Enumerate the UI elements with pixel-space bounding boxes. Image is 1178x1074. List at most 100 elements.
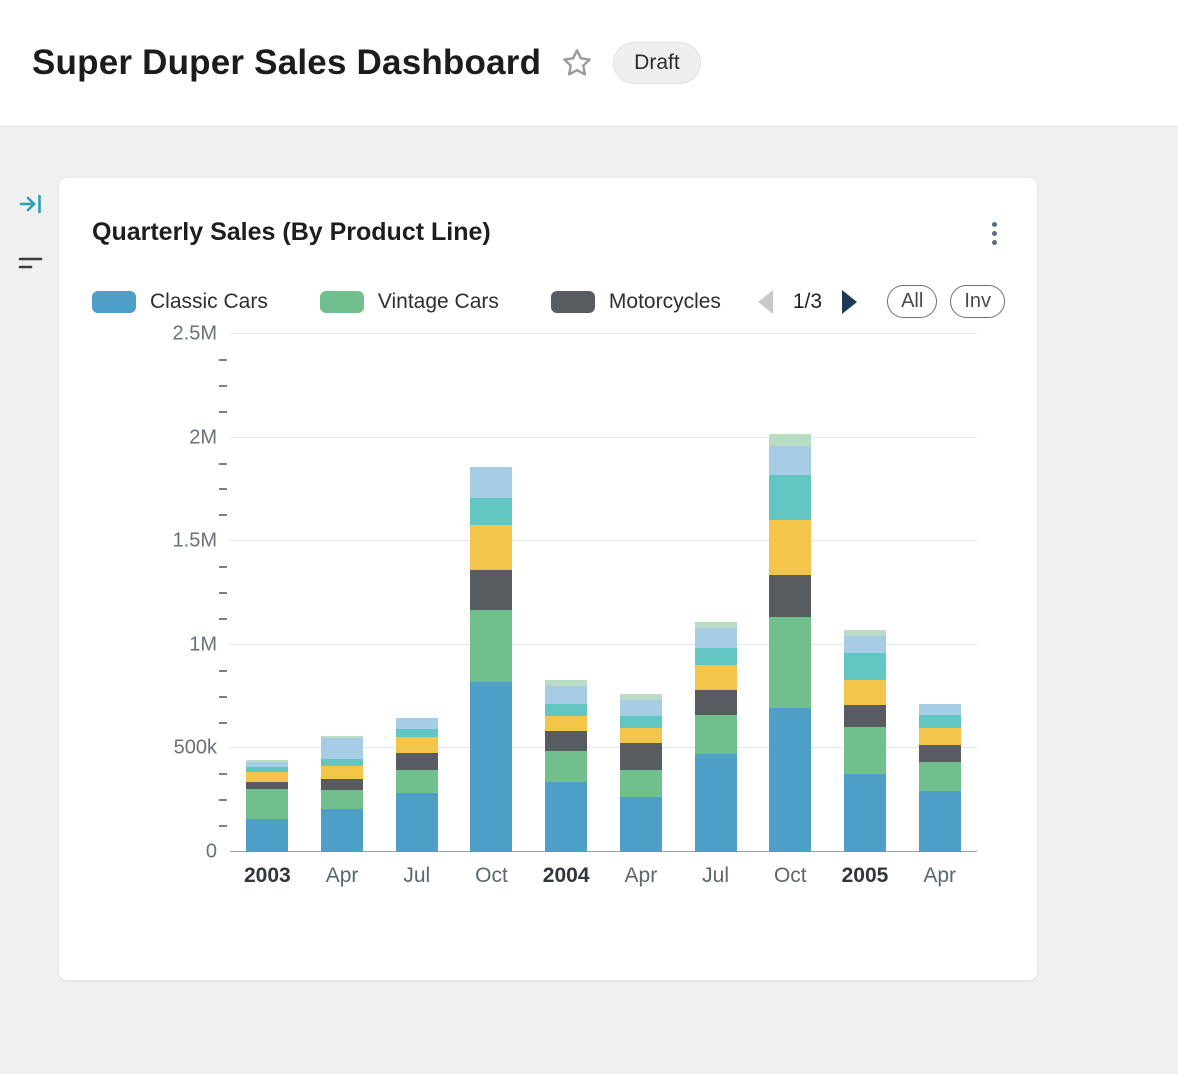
bar-segment-unlabeled-series-5-teal[interactable] bbox=[545, 703, 588, 717]
stacked-bar-7-oct[interactable] bbox=[769, 433, 812, 852]
bar-segment-unlabeled-series-4-yellow[interactable] bbox=[470, 524, 513, 571]
stacked-bar-4-2004[interactable] bbox=[545, 680, 588, 852]
bar-segment-unlabeled-series-5-teal[interactable] bbox=[918, 715, 961, 728]
bar-segment-motorcycles[interactable] bbox=[470, 570, 513, 610]
bar-segment-motorcycles[interactable] bbox=[545, 730, 588, 751]
bar-segment-unlabeled-series-4-yellow[interactable] bbox=[321, 766, 364, 779]
legend-prev-button[interactable] bbox=[754, 286, 777, 318]
bar-segment-motorcycles[interactable] bbox=[694, 690, 737, 716]
bar-segment-unlabeled-series-6-lightblue[interactable] bbox=[694, 628, 737, 648]
bar-segment-unlabeled-series-4-yellow[interactable] bbox=[246, 772, 289, 782]
bar-segment-unlabeled-series-7-lightgreen[interactable] bbox=[769, 433, 812, 447]
bar-segment-motorcycles[interactable] bbox=[843, 704, 886, 727]
bar-segment-unlabeled-series-4-yellow[interactable] bbox=[545, 716, 588, 731]
bar-segment-unlabeled-series-5-teal[interactable] bbox=[619, 716, 662, 728]
bar-segment-vintage-cars[interactable] bbox=[321, 789, 364, 809]
x-tick-label: Apr bbox=[923, 864, 957, 887]
bar-segment-unlabeled-series-5-teal[interactable] bbox=[395, 728, 438, 738]
bar-segment-unlabeled-series-6-lightblue[interactable] bbox=[918, 703, 961, 716]
stacked-bar-8-2005[interactable] bbox=[843, 630, 886, 852]
bar-segment-vintage-cars[interactable] bbox=[395, 770, 438, 793]
bar-segment-unlabeled-series-4-yellow[interactable] bbox=[843, 679, 886, 705]
bar-segment-unlabeled-series-6-lightblue[interactable] bbox=[246, 761, 289, 768]
bar-segment-classic-cars[interactable] bbox=[694, 753, 737, 852]
bar-segment-vintage-cars[interactable] bbox=[545, 750, 588, 782]
stacked-bar-2-jul[interactable] bbox=[395, 718, 438, 852]
legend-item-vintage-cars[interactable]: Vintage Cars bbox=[319, 290, 499, 314]
bar-segment-unlabeled-series-5-teal[interactable] bbox=[769, 475, 812, 520]
bar-segment-motorcycles[interactable] bbox=[246, 781, 289, 789]
bar-segment-unlabeled-series-7-lightgreen[interactable] bbox=[843, 630, 886, 637]
bar-segment-unlabeled-series-6-lightblue[interactable] bbox=[619, 699, 662, 717]
bar-segment-unlabeled-series-7-lightgreen[interactable] bbox=[619, 693, 662, 700]
page-header: Super Duper Sales Dashboard Draft bbox=[0, 0, 1178, 127]
filter-lines-icon bbox=[18, 257, 43, 269]
favorite-star-button[interactable] bbox=[561, 47, 593, 79]
stacked-bar-0-2003[interactable] bbox=[246, 759, 289, 852]
bar-segment-unlabeled-series-6-lightblue[interactable] bbox=[470, 466, 513, 498]
bar-slot bbox=[529, 334, 604, 852]
bar-segment-vintage-cars[interactable] bbox=[470, 609, 513, 683]
bar-segment-unlabeled-series-5-teal[interactable] bbox=[694, 647, 737, 665]
bar-segment-vintage-cars[interactable] bbox=[843, 726, 886, 775]
bar-segment-unlabeled-series-4-yellow[interactable] bbox=[694, 664, 737, 691]
bar-segment-unlabeled-series-4-yellow[interactable] bbox=[769, 519, 812, 576]
legend-item-classic-cars[interactable]: Classic Cars bbox=[92, 290, 268, 314]
bar-segment-motorcycles[interactable] bbox=[395, 752, 438, 771]
card-header: Quarterly Sales (By Product Line) bbox=[92, 218, 1005, 253]
bar-segment-motorcycles[interactable] bbox=[619, 743, 662, 771]
bar-segment-classic-cars[interactable] bbox=[843, 774, 886, 852]
collapse-panel-button[interactable] bbox=[16, 189, 46, 222]
bar-segment-vintage-cars[interactable] bbox=[246, 788, 289, 819]
stacked-bar-1-apr[interactable] bbox=[321, 736, 364, 852]
stacked-bar-5-apr[interactable] bbox=[619, 693, 662, 852]
bar-segment-unlabeled-series-6-lightblue[interactable] bbox=[395, 718, 438, 729]
bar-segment-unlabeled-series-5-teal[interactable] bbox=[321, 758, 364, 767]
filter-button[interactable] bbox=[16, 252, 46, 279]
legend-next-button[interactable] bbox=[838, 286, 861, 318]
bar-segment-classic-cars[interactable] bbox=[470, 682, 513, 852]
bar-segment-classic-cars[interactable] bbox=[321, 808, 364, 852]
bar-segment-classic-cars[interactable] bbox=[545, 781, 588, 852]
legend-item-motorcycles[interactable]: Motorcycles bbox=[550, 289, 721, 314]
bar-segment-motorcycles[interactable] bbox=[321, 778, 364, 790]
bar-slot bbox=[305, 334, 380, 852]
bar-segment-motorcycles[interactable] bbox=[918, 745, 961, 762]
card-menu-button[interactable] bbox=[984, 214, 1005, 253]
filter-inv-button[interactable]: Inv bbox=[950, 285, 1005, 318]
legend-page-indicator: 1/3 bbox=[792, 289, 823, 313]
bar-segment-unlabeled-series-5-teal[interactable] bbox=[470, 497, 513, 525]
bar-segment-unlabeled-series-7-lightgreen[interactable] bbox=[246, 759, 289, 762]
filter-all-button[interactable]: All bbox=[887, 285, 938, 318]
bar-segment-motorcycles[interactable] bbox=[769, 575, 812, 617]
bar-segment-unlabeled-series-6-lightblue[interactable] bbox=[545, 686, 588, 704]
bar-segment-vintage-cars[interactable] bbox=[918, 761, 961, 791]
bar-segment-unlabeled-series-6-lightblue[interactable] bbox=[321, 738, 364, 759]
bar-segment-classic-cars[interactable] bbox=[769, 708, 812, 852]
y-tick-label: 1M bbox=[189, 633, 217, 656]
bar-segment-unlabeled-series-7-lightgreen[interactable] bbox=[545, 680, 588, 687]
bar-segment-unlabeled-series-4-yellow[interactable] bbox=[395, 737, 438, 753]
bar-segment-unlabeled-series-5-teal[interactable] bbox=[246, 767, 289, 773]
bar-segment-unlabeled-series-7-lightgreen[interactable] bbox=[694, 622, 737, 629]
bar-segment-unlabeled-series-5-teal[interactable] bbox=[843, 653, 886, 680]
stacked-bar-9-apr[interactable] bbox=[918, 703, 961, 852]
bar-segment-vintage-cars[interactable] bbox=[619, 770, 662, 798]
bar-segment-classic-cars[interactable] bbox=[395, 792, 438, 852]
stacked-bar-3-oct[interactable] bbox=[470, 466, 513, 852]
legend-label: Motorcycles bbox=[608, 289, 721, 313]
bar-segment-vintage-cars[interactable] bbox=[694, 715, 737, 754]
bar-segment-unlabeled-series-6-lightblue[interactable] bbox=[843, 636, 886, 654]
bar-segment-unlabeled-series-6-lightblue[interactable] bbox=[769, 446, 812, 476]
bar-segment-classic-cars[interactable] bbox=[246, 818, 289, 852]
bar-segment-classic-cars[interactable] bbox=[619, 797, 662, 852]
bar-segment-classic-cars[interactable] bbox=[918, 790, 961, 852]
bar-segment-unlabeled-series-4-yellow[interactable] bbox=[619, 727, 662, 744]
stacked-bar-6-jul[interactable] bbox=[694, 622, 737, 852]
y-minor-tick bbox=[219, 410, 227, 413]
bar-segment-unlabeled-series-7-lightgreen[interactable] bbox=[321, 736, 364, 739]
bar-segment-unlabeled-series-4-yellow[interactable] bbox=[918, 727, 961, 746]
kebab-icon bbox=[992, 222, 997, 227]
bar-segment-vintage-cars[interactable] bbox=[769, 616, 812, 708]
x-tick-label: Oct bbox=[773, 864, 807, 887]
